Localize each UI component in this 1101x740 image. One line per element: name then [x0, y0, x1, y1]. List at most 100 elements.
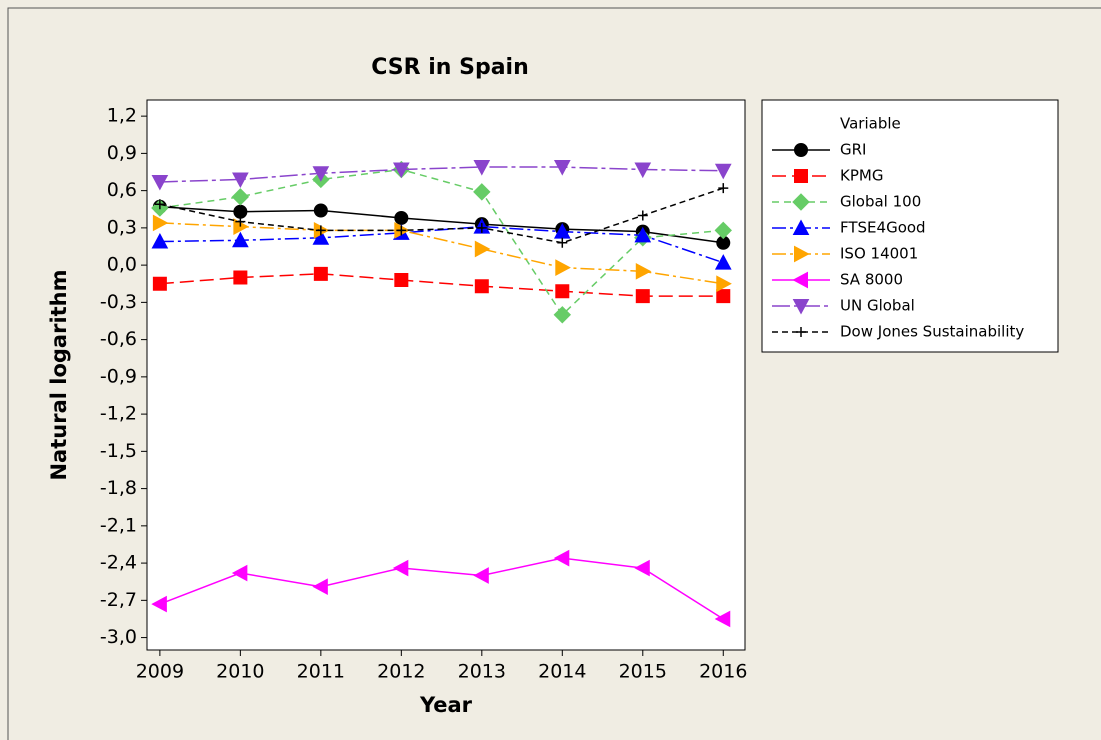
marker [313, 203, 328, 218]
marker [635, 262, 652, 280]
marker [634, 226, 652, 243]
y-tick-label: -2,1 [100, 514, 137, 536]
marker [394, 210, 409, 225]
marker [473, 567, 489, 584]
marker [232, 231, 249, 248]
marker [476, 222, 487, 233]
x-tick-label: 2014 [538, 661, 586, 683]
marker [152, 214, 169, 232]
y-tick-label: -1,5 [100, 440, 137, 462]
y-tick-label: -1,2 [100, 403, 137, 425]
y-axis-label: Natural logarithm [47, 269, 71, 480]
x-tick-label: 2015 [619, 661, 667, 683]
x-tick-label: 2009 [136, 661, 184, 683]
legend-marker [792, 193, 810, 211]
marker [312, 229, 330, 245]
marker [233, 204, 248, 219]
marker [231, 564, 248, 582]
x-axis-label: Year [419, 693, 473, 717]
x-tick-label: 2012 [377, 661, 425, 683]
marker [635, 289, 650, 304]
x-tick-label: 2010 [216, 661, 264, 683]
marker [474, 279, 489, 294]
legend-label: UN Global [840, 297, 915, 315]
y-tick-label: 1,2 [107, 105, 137, 127]
y-tick-label: -1,8 [100, 477, 137, 499]
marker [474, 240, 491, 258]
marker [714, 163, 732, 180]
marker [154, 199, 165, 210]
y-tick-label: -2,7 [100, 589, 137, 611]
marker [151, 174, 169, 191]
series-line [159, 166, 724, 183]
plot-area [146, 99, 746, 651]
marker [392, 162, 410, 179]
marker [232, 172, 249, 189]
y-tick-label: 0,3 [107, 216, 137, 238]
series-line [159, 273, 724, 297]
marker [394, 273, 409, 288]
marker [555, 259, 571, 276]
marker [151, 595, 167, 613]
marker [233, 270, 248, 285]
x-tick-label: 2013 [458, 661, 506, 683]
marker [718, 183, 729, 194]
marker [392, 559, 409, 577]
legend-label: ISO 14001 [840, 245, 918, 263]
marker [634, 162, 652, 179]
legend-marker [792, 299, 810, 315]
marker [553, 160, 571, 176]
marker [716, 275, 732, 293]
marker [555, 284, 570, 299]
legend-label: Dow Jones Sustainability [840, 323, 1024, 341]
series-line [159, 222, 724, 285]
y-tick-label: 0,0 [107, 254, 137, 276]
marker [312, 578, 328, 596]
legend-marker [792, 219, 810, 235]
marker [235, 216, 246, 227]
marker [553, 306, 572, 324]
marker [312, 166, 330, 182]
marker [557, 237, 568, 248]
x-tick-label: 2011 [297, 661, 345, 683]
legend-marker [794, 169, 808, 183]
y-tick-label: -0,9 [100, 365, 137, 387]
y-tick-label: 0,6 [107, 179, 137, 201]
chart-title: CSR in Spain [371, 55, 529, 80]
y-tick-label: -2,4 [100, 552, 137, 574]
series-line [159, 557, 724, 620]
series-line [159, 206, 724, 244]
marker [315, 225, 326, 236]
marker [473, 183, 491, 201]
series-line [159, 187, 724, 244]
legend-marker [794, 245, 810, 263]
legend-label: FTSE4Good [840, 219, 926, 237]
legend-label: GRI [840, 141, 866, 159]
legend-box [761, 99, 1059, 353]
marker [634, 559, 650, 577]
legend-label: KPMG [840, 167, 883, 185]
legend-marker [796, 327, 806, 337]
marker [313, 266, 328, 281]
legend-marker [794, 143, 808, 157]
legend-label: Global 100 [840, 193, 921, 211]
marker [714, 221, 732, 240]
marker [151, 232, 169, 249]
series-line [159, 168, 724, 316]
marker [231, 188, 250, 206]
y-tick-label: -0,3 [100, 291, 137, 313]
y-tick-label: -3,0 [100, 626, 137, 648]
marker [473, 160, 491, 176]
marker [714, 254, 732, 270]
marker [716, 289, 731, 304]
marker [553, 549, 570, 567]
y-tick-label: -0,6 [100, 328, 137, 350]
y-tick-label: 0,9 [107, 142, 137, 164]
marker [396, 225, 407, 236]
x-tick-label: 2016 [699, 661, 747, 683]
marker [637, 210, 648, 221]
legend-label: SA 8000 [840, 271, 903, 289]
legend-title: Variable [840, 115, 901, 133]
